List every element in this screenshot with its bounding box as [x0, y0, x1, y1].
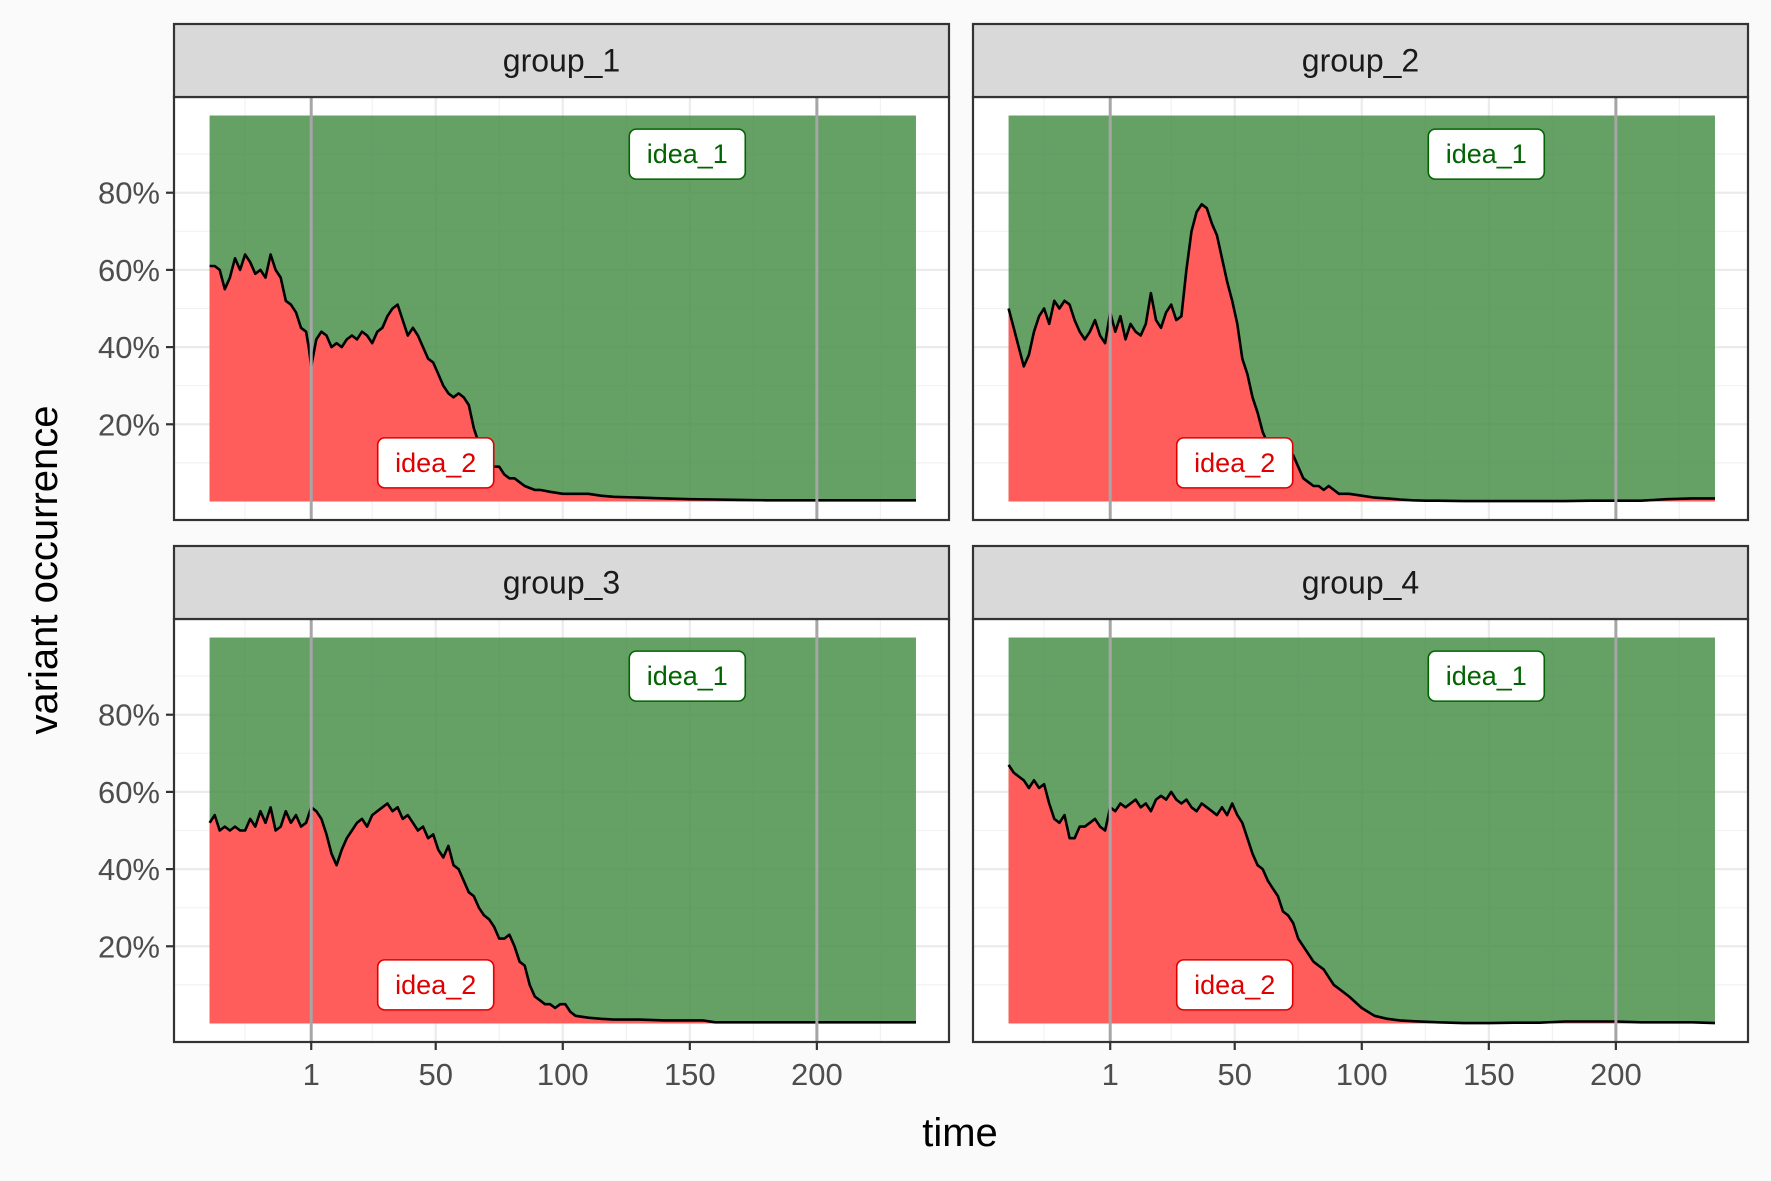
label-box-idea_2	[376, 437, 495, 489]
label-box-idea_2	[376, 959, 495, 1011]
series-label-idea_1: idea_1	[1446, 661, 1527, 691]
y-tick-label: 60%	[98, 253, 160, 288]
strip-title: group_1	[503, 43, 620, 79]
strip-title: group_4	[1302, 565, 1419, 601]
x-tick-label: 50	[418, 1057, 452, 1092]
x-tick-label: 50	[1217, 1057, 1251, 1092]
series-label-idea_2: idea_2	[395, 970, 476, 1000]
y-tick-label: 40%	[98, 852, 160, 887]
x-tick-label: 1	[1102, 1057, 1119, 1092]
label-box-idea_2	[1175, 437, 1294, 489]
strip-background	[172, 544, 951, 621]
x-tick-label: 150	[664, 1057, 716, 1092]
x-axis-title: time	[922, 1111, 998, 1155]
label-box-idea_2	[1175, 959, 1294, 1011]
strip-background	[971, 544, 1750, 621]
y-tick-label: 80%	[98, 698, 160, 733]
x-tick-label: 100	[1336, 1057, 1388, 1092]
label-box-idea_1	[1427, 650, 1546, 702]
y-tick-label: 20%	[98, 929, 160, 964]
strip-title: group_2	[1302, 43, 1419, 79]
y-tick-label: 80%	[98, 176, 160, 211]
series-label-idea_1: idea_1	[1446, 139, 1527, 169]
y-tick-label: 40%	[98, 330, 160, 365]
series-boundary-line	[209, 253, 916, 502]
y-tick-label: 20%	[98, 407, 160, 442]
x-tick-label: 1	[303, 1057, 320, 1092]
label-box-idea_1	[1427, 128, 1546, 180]
strip-background	[971, 22, 1750, 99]
y-axis-title: variant occurrence	[22, 405, 66, 734]
x-tick-label: 100	[537, 1057, 589, 1092]
facet-panel-group_1: idea_1 idea_2 group_1 20% 40% 60% 80%	[98, 22, 951, 522]
series-boundary-line	[1007, 764, 1716, 1025]
series-label-idea_1: idea_1	[647, 661, 728, 691]
series-label-idea_2: idea_2	[1194, 448, 1275, 478]
x-tick-label: 200	[791, 1057, 843, 1092]
facet-panel-group_2: idea_1 idea_2 group_2	[971, 22, 1750, 522]
strip-background	[172, 22, 951, 99]
area-idea_2	[1008, 204, 1715, 502]
label-box-idea_1	[628, 128, 747, 180]
series-label-idea_2: idea_2	[1194, 970, 1275, 1000]
series-label-idea_1: idea_1	[647, 139, 728, 169]
series-boundary-line	[208, 802, 916, 1024]
series-boundary-line	[1007, 203, 1715, 503]
label-box-idea_1	[628, 650, 747, 702]
strip-title: group_3	[503, 565, 620, 601]
area-idea_2	[1008, 764, 1715, 1024]
y-tick-label: 60%	[98, 775, 160, 810]
x-tick-label: 150	[1463, 1057, 1515, 1092]
x-tick-label: 200	[1590, 1057, 1642, 1092]
series-label-idea_2: idea_2	[395, 448, 476, 478]
